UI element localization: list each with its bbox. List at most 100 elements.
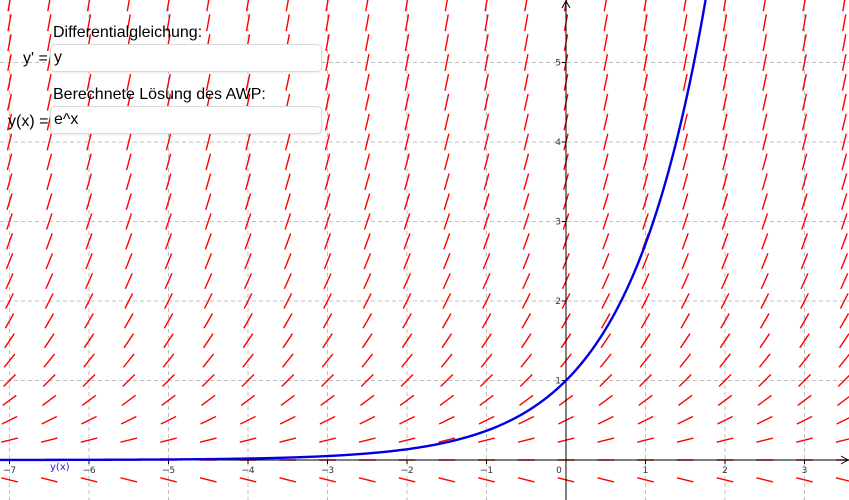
slope-segment: [719, 333, 731, 349]
slope-segment: [443, 173, 450, 191]
slope-segment: [761, 233, 769, 250]
curve-label[interactable]: y(x): [50, 462, 70, 473]
slope-segment: [761, 193, 768, 210]
slope-segment: [802, 34, 807, 52]
slope-segment: [841, 133, 847, 151]
slope-segment: [365, 14, 370, 32]
slope-segment: [205, 173, 212, 191]
slope-segment: [522, 253, 531, 270]
slope-segment: [721, 173, 729, 191]
slope-segment: [364, 173, 371, 191]
slope-segment: [761, 173, 768, 191]
slope-segment: [637, 477, 654, 483]
slope-segment: [243, 293, 253, 309]
slope-segment: [602, 233, 610, 250]
slope-segment: [759, 333, 771, 349]
slope-segment: [762, 133, 768, 151]
slope-segment: [643, 14, 648, 32]
slope-segment: [722, 54, 728, 71]
slope-segment: [483, 153, 490, 171]
slope-segment: [404, 0, 409, 12]
slope-segment: [637, 437, 654, 443]
slope-segment: [483, 113, 490, 131]
slope-segment: [201, 373, 215, 388]
slope-segment: [283, 293, 293, 309]
solution-curve-group[interactable]: [0, 0, 709, 462]
slope-segment: [244, 193, 252, 210]
slope-segment: [638, 394, 653, 407]
solution-curve[interactable]: [0, 0, 709, 462]
slope-segment: [680, 313, 691, 329]
slope-segment: [682, 173, 689, 191]
slope-segment: [641, 273, 650, 290]
slope-segment: [1, 415, 18, 425]
slope-segment: [125, 213, 133, 230]
slope-segment: [841, 54, 847, 71]
slope-segment: [206, 0, 210, 12]
slope-segment: [281, 353, 294, 368]
slope-segment: [404, 153, 410, 171]
slope-segment: [642, 133, 649, 151]
slope-segment: [841, 93, 847, 111]
slope-segment: [600, 313, 611, 329]
slope-segment: [800, 293, 809, 309]
slope-segment: [361, 333, 373, 349]
slope-segment: [201, 394, 216, 407]
slope-segment: [203, 293, 213, 309]
solution-input[interactable]: e^x: [50, 106, 322, 134]
slope-segment: [676, 437, 694, 443]
slope-segment: [756, 437, 774, 443]
slope-segment: [799, 333, 810, 349]
slope-segment: [443, 193, 450, 210]
slope-segment: [800, 253, 809, 270]
slope-segment: [285, 14, 290, 32]
slope-segment: [440, 373, 454, 388]
slope-segment: [643, 73, 648, 91]
slope-segment: [403, 213, 411, 230]
slope-segment: [758, 373, 772, 388]
ode-input[interactable]: y: [50, 44, 322, 72]
slope-segment: [802, 14, 807, 32]
slope-segment: [800, 273, 809, 290]
slope-segment: [325, 14, 330, 32]
slope-segment: [323, 273, 332, 290]
slope-segment: [47, 14, 52, 32]
slope-segment: [402, 313, 412, 329]
slope-segment: [838, 353, 849, 368]
slope-segment: [283, 253, 292, 270]
slope-segment: [443, 213, 451, 230]
slope-segment: [841, 73, 847, 91]
slope-segment: [7, 14, 12, 32]
slope-segment: [5, 293, 14, 309]
slope-segment: [837, 395, 849, 407]
solution-heading: Berechnete Lösung des AWP:: [53, 86, 266, 103]
slope-segment: [519, 394, 534, 407]
slope-segment: [40, 477, 58, 483]
slope-segment: [164, 293, 173, 309]
x-tick-label: −1: [480, 466, 493, 476]
slope-segment: [642, 153, 649, 171]
slope-segment: [44, 293, 54, 309]
slope-segment: [682, 54, 688, 71]
slope-segment: [642, 173, 649, 191]
slope-segment: [324, 173, 331, 191]
slope-segment: [46, 193, 53, 210]
slope-segment: [41, 415, 58, 425]
slope-segment: [46, 153, 53, 171]
slope-segment: [205, 133, 211, 151]
slope-segment: [444, 73, 450, 91]
slope-segment: [601, 293, 611, 309]
ode-prefix-label: y' =: [23, 50, 48, 67]
slope-segment: [363, 213, 371, 230]
slope-segment: [364, 54, 370, 71]
slope-segment: [40, 437, 58, 443]
slope-segment: [443, 233, 451, 250]
slope-segment: [323, 233, 332, 250]
slope-segment: [762, 93, 768, 111]
slope-segment: [517, 477, 535, 483]
slope-segment: [126, 133, 132, 151]
slope-segment: [720, 313, 730, 329]
slope-segment: [163, 313, 174, 329]
